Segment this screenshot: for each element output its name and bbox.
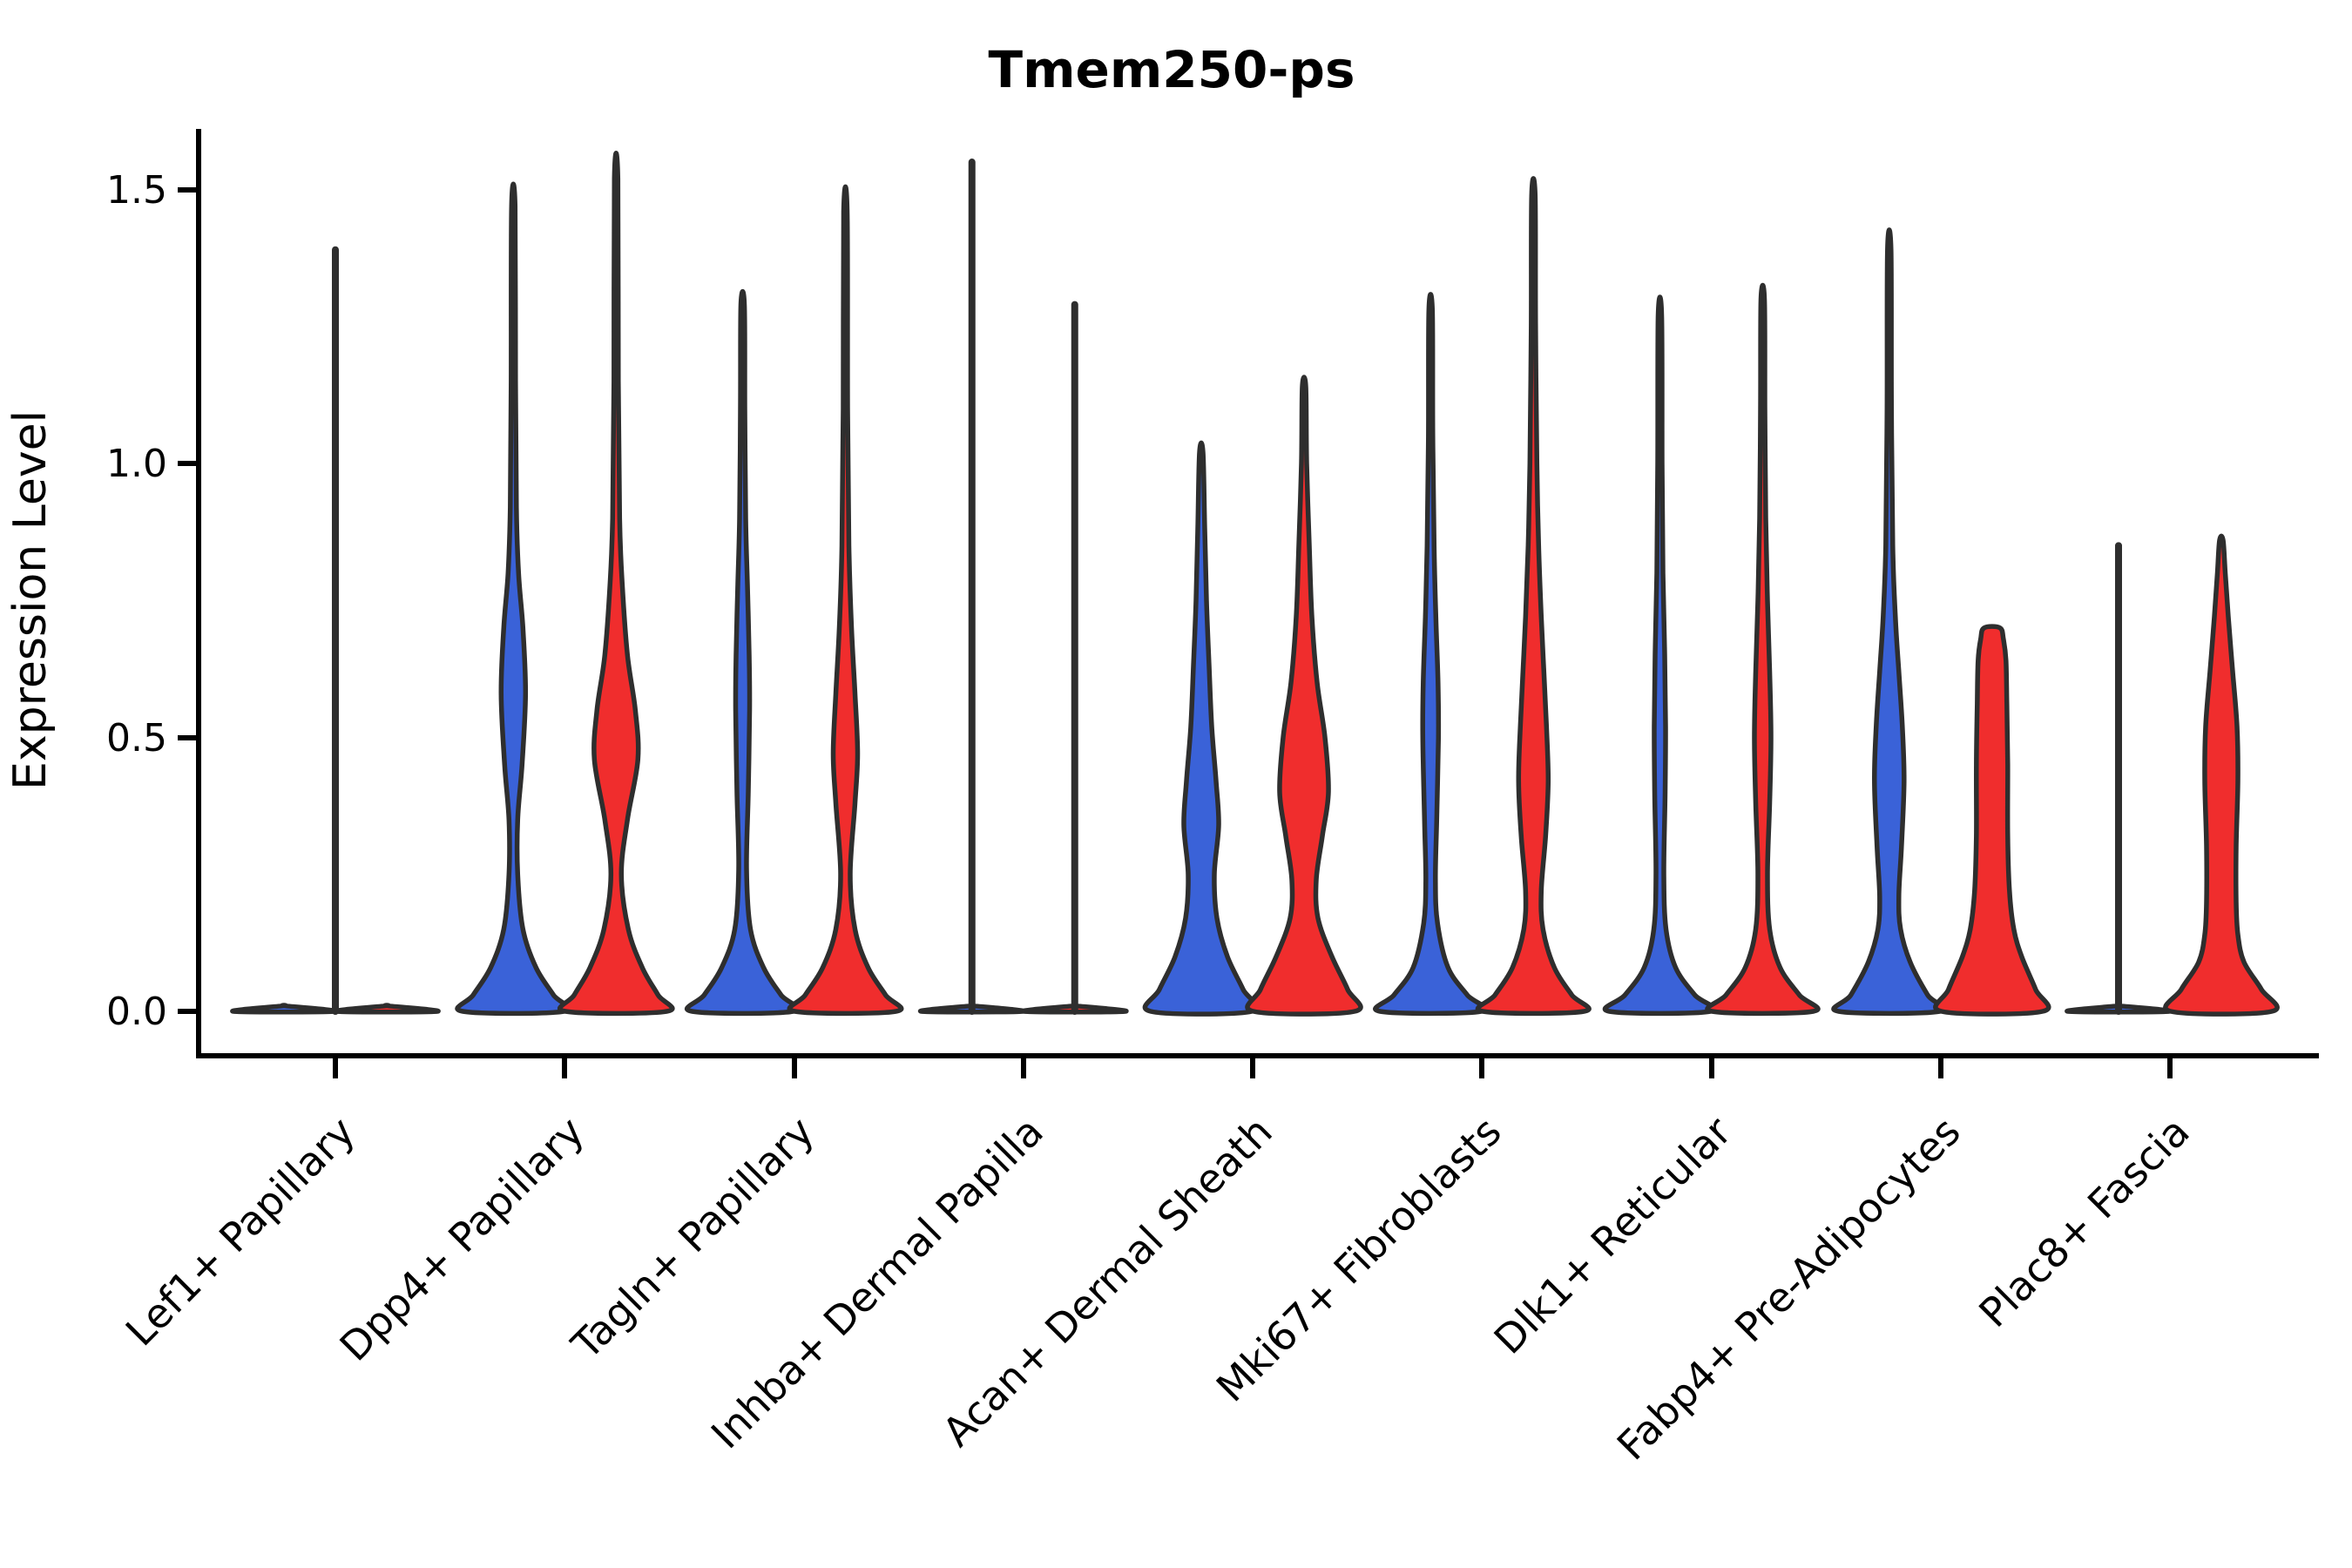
- violin-blue-group-5: [1373, 292, 1489, 1017]
- y-tick-label-0.0: 0.0: [106, 990, 167, 1034]
- violin-red-group-6: [1705, 282, 1821, 1017]
- violin-red-group-7: [1933, 624, 2051, 1017]
- y-tick-label-1.5: 1.5: [106, 168, 167, 213]
- violin-red-group-0: [333, 1003, 441, 1015]
- y-tick-label-1.0: 1.0: [106, 442, 167, 486]
- violin-red-group-8: [2163, 533, 2280, 1017]
- violin-blue-group-1: [455, 181, 572, 1017]
- violin-blue-group-4: [1142, 440, 1260, 1017]
- violin-red-group-2: [787, 184, 904, 1017]
- x-tick-label-8: Plac8+ Fascia: [1970, 1108, 2198, 1336]
- violin-blue-group-2: [684, 288, 801, 1017]
- violin-blue-group-7: [1831, 227, 1948, 1017]
- violin-blue-group-6: [1602, 294, 1718, 1017]
- x-tick-label-6: Dlk1+ Reticular: [1485, 1108, 1740, 1363]
- chart-title: Tmem250-ps: [989, 40, 1355, 99]
- violin-layer: [230, 151, 2280, 1017]
- violin-red-group-4: [1245, 375, 1363, 1017]
- y-tick-label-0.5: 0.5: [106, 716, 167, 760]
- violin-red-group-5: [1475, 176, 1592, 1017]
- x-tick-label-1: Dpp4+ Papillary: [331, 1108, 593, 1370]
- x-tick-label-2: Tagln+ Papillary: [562, 1108, 823, 1369]
- violin-red-group-1: [557, 151, 675, 1017]
- x-tick-label-0: Lef1+ Papillary: [117, 1108, 364, 1355]
- y-axis-label: Expression Level: [4, 410, 57, 790]
- violin-blue-group-0: [230, 1003, 338, 1015]
